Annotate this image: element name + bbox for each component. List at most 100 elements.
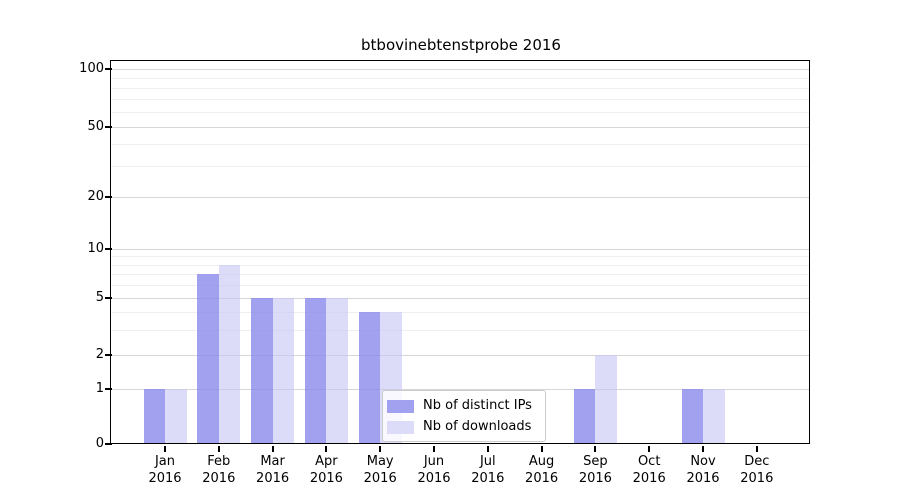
gridline-minor [112,98,810,100]
y-tick-mark [105,297,112,299]
bar-distinct-ips [143,389,165,444]
bar-distinct-ips [197,274,219,444]
bar-distinct-ips [251,298,273,444]
y-tick-mark [105,388,112,390]
x-tick-year: 2016 [363,471,397,486]
x-tick-mark [271,446,274,452]
y-tick-label: 20 [87,189,104,204]
y-tick-label: 100 [79,61,104,76]
bar-downloads [703,389,725,444]
x-tick-month: Jan [154,454,176,469]
y-tick-label: 10 [87,241,104,256]
legend-item-downloads: Nb of downloads [387,417,538,437]
x-tick-mark [702,446,704,452]
gridline-minor [112,329,810,331]
legend-swatch-downloads [387,420,414,434]
x-tick-mark [379,446,382,452]
x-tick-label: Mar 2016 [241,453,305,487]
gridline-minor [112,77,810,79]
x-tick-month: Apr [315,454,338,469]
x-tick-year: 2016 [471,471,505,486]
gridline-minor [112,87,810,89]
y-tick-mark [105,248,112,250]
x-tick-month: Jul [479,454,496,469]
gridline-major [112,69,810,70]
x-tick-mark [164,446,166,452]
gridline-minor [112,111,810,113]
x-tick-label: Nov 2016 [671,453,735,487]
y-tick-mark [105,443,112,445]
x-tick-month: Jun [423,454,445,469]
bar-downloads [165,389,187,444]
bar-downloads [326,298,348,444]
x-tick-year: 2016 [740,471,774,486]
bar-distinct-ips [304,298,327,444]
gridline-minor [112,274,810,276]
legend-label-distinct-ips: Nb of distinct IPs [423,398,532,413]
bar-distinct-ips [681,389,703,444]
x-tick-mark [217,446,220,452]
x-tick-mark [594,446,597,452]
gridline-minor [112,144,810,146]
x-tick-month: Oct [637,454,661,469]
x-tick-month: Feb [207,454,231,469]
x-tick-label: Aug 2016 [510,453,574,487]
x-tick-label: Apr 2016 [294,453,358,487]
x-tick-mark [540,446,543,452]
gridline-minor [112,264,810,266]
gridline-minor [112,256,810,258]
x-tick-year: 2016 [256,471,290,486]
legend: Nb of distinct IPs Nb of downloads [382,390,546,442]
gridline-major [112,197,810,198]
x-tick-mark [325,446,328,452]
chart-title: btbovinebtenstprobe 2016 [361,36,561,54]
x-tick-mark [648,446,651,452]
y-tick-label: 0 [95,436,104,451]
x-tick-year: 2016 [525,471,559,486]
y-tick-mark [105,68,112,70]
x-tick-label: Oct 2016 [617,453,681,487]
x-tick-year: 2016 [578,471,612,486]
x-tick-month: Mar [260,454,285,469]
gridline-major [112,298,810,299]
x-tick-month: May [366,454,394,469]
x-tick-label: Dec 2016 [725,453,789,487]
gridline-major [112,127,810,128]
gridline-major [112,249,810,250]
x-tick-mark [486,446,489,452]
bar-downloads [272,298,295,444]
x-tick-month: Sep [583,454,608,469]
x-tick-mark [755,446,758,452]
legend-swatch-distinct-ips [387,399,414,413]
legend-label-downloads: Nb of downloads [423,419,532,434]
bar-downloads [218,264,241,444]
bar-downloads [595,355,617,444]
bar-distinct-ips [358,311,381,444]
y-tick-label: 5 [95,290,104,305]
y-tick-mark [105,196,112,198]
gridline-minor [112,311,810,313]
x-tick-label: Jan 2016 [133,453,197,487]
x-tick-label: Feb 2016 [187,453,251,487]
gridline-minor [112,285,810,287]
y-tick-label: 1 [95,381,104,396]
x-tick-year: 2016 [686,471,720,486]
x-tick-label: Jun 2016 [402,453,466,487]
x-tick-year: 2016 [632,471,666,486]
y-tick-label: 50 [87,119,104,134]
x-tick-year: 2016 [309,471,343,486]
y-tick-label: 2 [95,347,104,362]
x-tick-year: 2016 [417,471,451,486]
gridline-minor [112,166,810,168]
bar-distinct-ips [573,389,596,444]
x-tick-month: Dec [744,454,770,469]
gridline-major [112,355,810,356]
x-tick-label: Sep 2016 [563,453,627,487]
x-tick-year: 2016 [148,471,182,486]
x-tick-month: Nov [690,454,716,469]
gridline-major [112,389,810,390]
x-tick-mark [433,446,435,452]
y-tick-mark [105,354,112,356]
legend-item-distinct-ips: Nb of distinct IPs [387,396,538,416]
